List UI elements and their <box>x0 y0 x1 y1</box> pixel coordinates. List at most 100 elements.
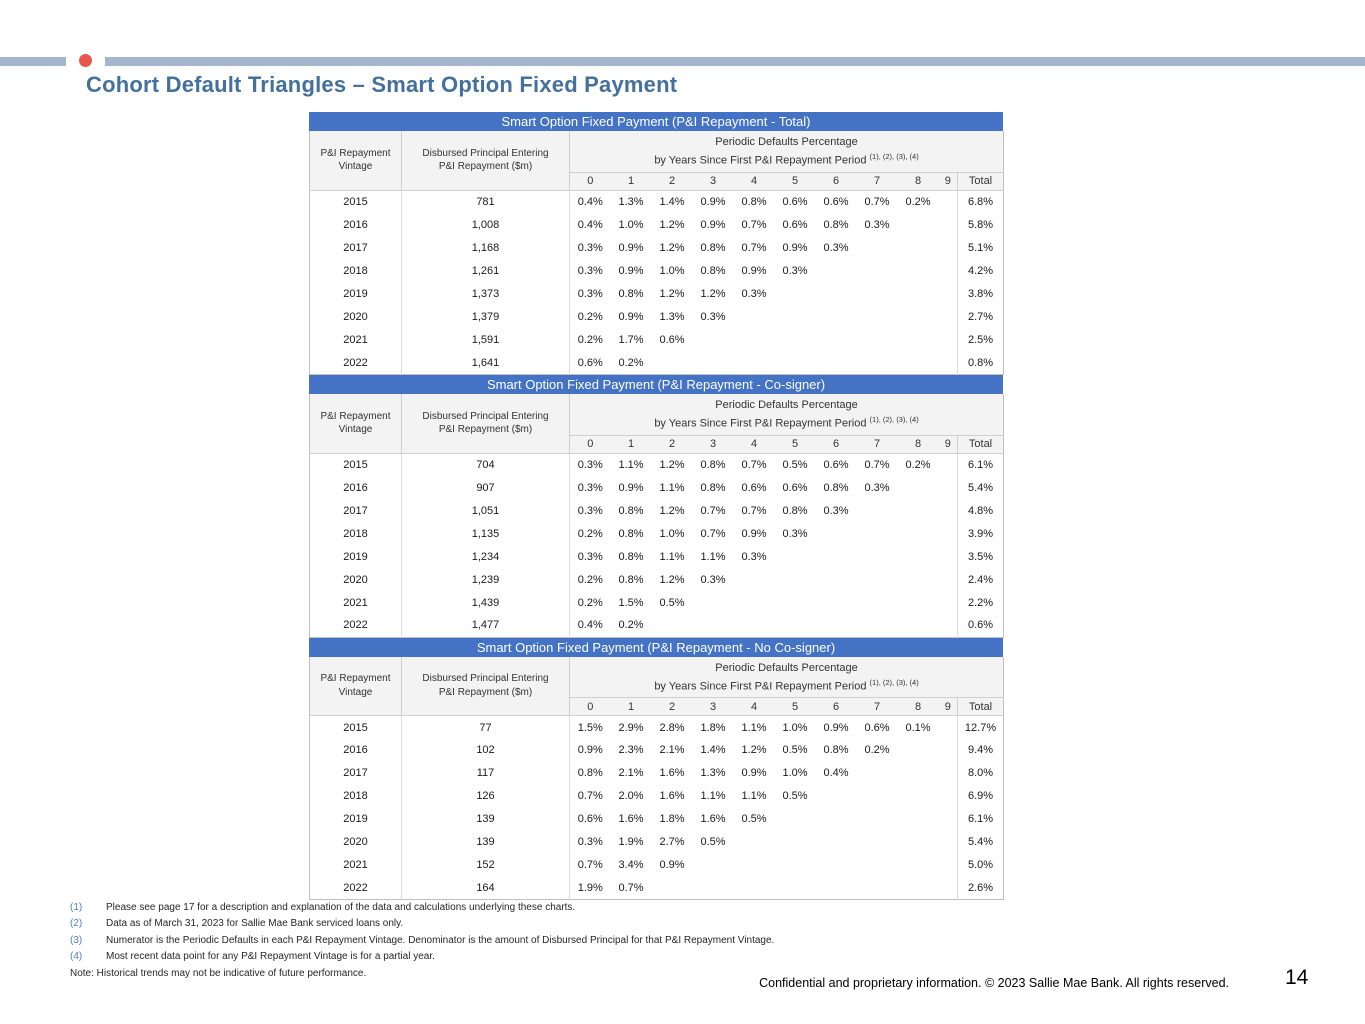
vintage-cell: 2018 <box>309 784 402 808</box>
total-cell: 5.0% <box>956 853 1004 877</box>
default-pct-year-2-cell: 1.0% <box>659 527 685 540</box>
footnote-text: Please see page 17 for a description and… <box>106 902 576 913</box>
default-pct-year-3-cell <box>693 614 734 637</box>
default-pct-year-3-cell: 1.1% <box>700 550 726 563</box>
default-pct-year-4-cell: 0.7% <box>741 458 767 471</box>
table-row: 2016 1,008 0.4% 1.0% 1.2% 0.9% 0.7% 0.6% 0.8% 0.3… <box>309 213 1004 237</box>
default-pct-year-3-cell: 1.3% <box>700 767 726 780</box>
disbursed-principal-cell: 139 <box>401 830 570 854</box>
default-pct-year-5-cell <box>775 877 816 900</box>
default-pct-year-5-cell <box>775 808 816 831</box>
vintage-cell: 2017 <box>309 236 402 260</box>
disbursed-principal-cell: 1,135 <box>401 522 570 545</box>
column-header-disbursed-line1: Disbursed Principal Entering <box>422 673 549 685</box>
column-header-year-2: 2 <box>651 697 693 717</box>
default-pct-year-8-cell <box>898 236 939 259</box>
default-pct-year-3-cell <box>693 328 734 351</box>
total-cell: 0.6% <box>956 614 1004 637</box>
default-pct-year-0-cell: 0.3% <box>577 241 603 254</box>
default-pct-year-2-cell: 0.6% <box>659 333 685 346</box>
default-pct-year-6-cell <box>816 831 857 854</box>
column-header-disbursed-line2: P&I Repayment ($m) <box>438 161 533 173</box>
default-pct-year-2-cell <box>652 614 693 637</box>
default-pct-year-2-cell: 1.4% <box>659 196 685 208</box>
default-pct-year-6-cell: 0.3% <box>823 504 849 517</box>
default-pct-year-5-cell: 0.6% <box>782 196 808 208</box>
default-pct-year-0-cell: 0.8% <box>577 767 603 780</box>
default-pct-year-0-cell: 0.2% <box>577 333 603 346</box>
default-pct-year-9-cell <box>939 282 958 305</box>
default-pct-year-8-cell <box>898 328 939 351</box>
column-header-total: Total <box>956 435 1004 454</box>
default-pct-year-0-cell: 0.3% <box>577 550 603 563</box>
table-title: Smart Option Fixed Payment (P&I Repaymen… <box>309 374 1003 394</box>
default-pct-year-2-cell: 0.5% <box>659 596 685 609</box>
total-cell: 2.2% <box>956 591 1004 614</box>
default-pct-year-6-cell <box>816 522 857 545</box>
table-row: 2022 1,641 0.6% 0.2% 0.8% <box>309 351 1004 375</box>
vintage-cell: 2019 <box>309 282 402 306</box>
default-pct-year-5-cell: 0.3% <box>782 264 808 277</box>
default-pct-year-7-cell: 0.7% <box>864 196 890 208</box>
default-pct-year-6-cell: 0.8% <box>823 481 849 494</box>
default-pct-year-3-cell: 0.9% <box>700 196 726 208</box>
column-header-vintage-line1: P&I Repayment <box>320 147 391 159</box>
disbursed-principal-cell: 1,373 <box>401 282 570 306</box>
total-cell: 9.4% <box>956 738 1004 762</box>
default-pct-year-0-cell: 0.3% <box>577 481 603 494</box>
vintage-cell: 2022 <box>309 351 402 375</box>
total-cell: 6.1% <box>956 807 1004 831</box>
column-header-year-5: 5 <box>774 172 816 191</box>
disbursed-principal-cell: 1,439 <box>401 591 570 614</box>
default-pct-year-6-cell <box>816 568 857 591</box>
default-pct-year-2-cell: 1.2% <box>659 218 685 231</box>
column-header-year-0: 0 <box>569 172 611 191</box>
default-pct-year-8-cell: 0.2% <box>905 458 931 471</box>
default-pct-year-9-cell <box>939 854 958 877</box>
default-pct-year-3-cell: 0.8% <box>700 458 726 471</box>
default-pct-year-2-cell <box>652 877 693 900</box>
column-header-disbursed: Disbursed Principal Entering P&I Repayme… <box>401 656 570 717</box>
default-pct-year-4-cell: 0.5% <box>741 813 767 826</box>
top-accent-bar-right <box>105 57 1365 66</box>
column-header-year-1: 1 <box>610 172 652 191</box>
default-pct-year-2-cell: 1.1% <box>659 481 685 494</box>
default-pct-year-8-cell <box>898 831 939 854</box>
disbursed-principal-cell: 1,591 <box>401 328 570 352</box>
table-row: 2020 1,239 0.2% 0.8% 1.2% 0.3% 2.4% <box>309 568 1004 591</box>
footnote-marker: (1) <box>70 902 83 913</box>
vintage-cell: 2015 <box>309 190 402 214</box>
default-pct-year-2-cell: 0.9% <box>659 859 685 872</box>
default-pct-year-3-cell: 0.8% <box>700 241 726 254</box>
default-pct-year-1-cell: 0.9% <box>618 310 644 323</box>
default-pct-year-1-cell: 2.9% <box>618 721 644 734</box>
total-cell: 3.5% <box>956 545 1004 568</box>
default-pct-year-9-cell <box>939 328 958 351</box>
default-pct-year-1-cell: 0.9% <box>618 481 644 494</box>
column-header-periodic-defaults: Periodic Defaults Percentage by Years Si… <box>569 131 1004 173</box>
default-pct-year-4-cell: 0.7% <box>741 504 767 517</box>
total-cell: 8.0% <box>956 761 1004 785</box>
default-pct-year-6-cell: 0.6% <box>823 196 849 208</box>
default-pct-year-3-cell: 0.9% <box>700 218 726 231</box>
default-pct-year-2-cell: 1.3% <box>659 310 685 323</box>
column-header-total: Total <box>956 697 1004 717</box>
default-pct-year-8-cell <box>898 785 939 808</box>
column-header-year-0: 0 <box>569 697 611 717</box>
default-pct-year-3-cell: 0.8% <box>700 481 726 494</box>
column-header-year-4: 4 <box>733 697 775 717</box>
default-pct-year-6-cell <box>816 877 857 900</box>
column-header-vintage-line2: Vintage <box>338 686 373 698</box>
default-pct-year-7-cell <box>857 854 898 877</box>
default-pct-year-8-cell <box>898 499 939 522</box>
default-pct-year-2-cell: 2.8% <box>659 721 685 734</box>
default-pct-year-5-cell: 0.8% <box>782 504 808 517</box>
column-header-vintage-line1: P&I Repayment <box>320 410 391 422</box>
default-pct-year-0-cell: 0.3% <box>577 264 603 277</box>
vintage-cell: 2020 <box>309 568 402 591</box>
page-title: Cohort Default Triangles – Smart Option … <box>86 72 678 97</box>
default-pct-year-5-cell <box>775 305 816 328</box>
column-header-disbursed-line2: P&I Repayment ($m) <box>438 686 533 698</box>
default-pct-year-6-cell <box>816 591 857 614</box>
default-pct-year-6-cell <box>816 614 857 637</box>
